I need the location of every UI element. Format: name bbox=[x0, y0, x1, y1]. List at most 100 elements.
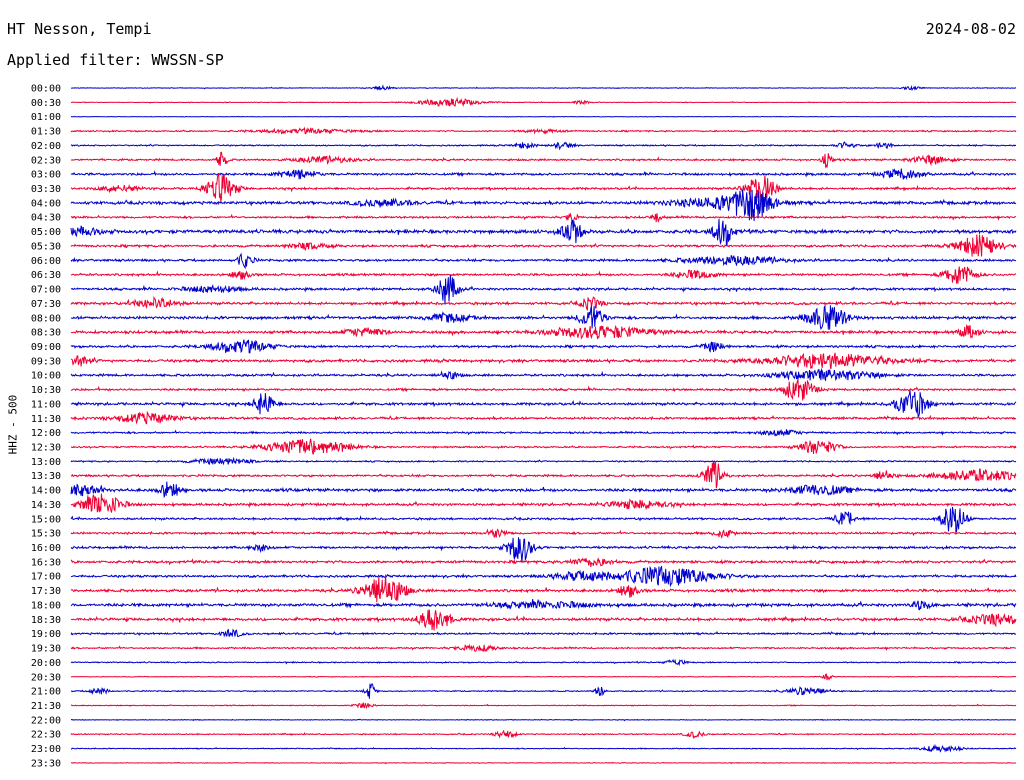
trace-2230 bbox=[70, 729, 1017, 740]
trace-1200 bbox=[70, 429, 1017, 437]
trace-1830 bbox=[70, 609, 1017, 631]
trace-1600 bbox=[70, 537, 1017, 563]
time-label-1430: 14:30 bbox=[31, 500, 61, 511]
trace-0000 bbox=[70, 84, 1017, 91]
trace-0330 bbox=[70, 173, 1017, 202]
trace-0700 bbox=[70, 274, 1017, 305]
trace-2000 bbox=[70, 658, 1017, 667]
time-label-1330: 13:30 bbox=[31, 471, 61, 482]
time-label-0230: 02:30 bbox=[31, 155, 61, 166]
trace-1800 bbox=[70, 598, 1017, 611]
trace-group bbox=[70, 84, 1017, 765]
time-label-1200: 12:00 bbox=[31, 428, 61, 439]
time-label-2300: 23:00 bbox=[31, 744, 61, 755]
trace-1230 bbox=[70, 438, 1017, 455]
time-label-0400: 04:00 bbox=[31, 198, 61, 209]
trace-1130 bbox=[70, 410, 1017, 425]
time-label-2130: 21:30 bbox=[31, 701, 61, 712]
trace-1030 bbox=[70, 379, 1017, 401]
time-label-2330: 23:30 bbox=[31, 758, 61, 769]
trace-1930 bbox=[70, 643, 1017, 653]
time-label-0900: 09:00 bbox=[31, 342, 61, 353]
trace-0200 bbox=[70, 141, 1017, 151]
trace-0830 bbox=[70, 323, 1017, 340]
trace-0500 bbox=[70, 218, 1017, 246]
time-label-0130: 01:30 bbox=[31, 127, 61, 138]
time-label-0200: 02:00 bbox=[31, 141, 61, 152]
time-label-1630: 16:30 bbox=[31, 557, 61, 568]
trace-1430 bbox=[70, 493, 1017, 513]
time-label-0030: 00:30 bbox=[31, 98, 61, 109]
time-label-1800: 18:00 bbox=[31, 600, 61, 611]
trace-0130 bbox=[70, 126, 1017, 135]
trace-2200 bbox=[70, 718, 1017, 722]
trace-0600 bbox=[70, 252, 1017, 270]
time-label-1300: 13:00 bbox=[31, 457, 61, 468]
time-label-1130: 11:30 bbox=[31, 414, 61, 425]
time-label-1830: 18:30 bbox=[31, 615, 61, 626]
time-label-1100: 11:00 bbox=[31, 399, 61, 410]
trace-0230 bbox=[70, 151, 1017, 169]
trace-1700 bbox=[70, 565, 1017, 588]
trace-1000 bbox=[70, 367, 1017, 382]
time-label-1530: 15:30 bbox=[31, 529, 61, 540]
time-label-2100: 21:00 bbox=[31, 687, 61, 698]
time-labels: 00:00 00:30 01:00 01:30 02:00 02:30 03:00 03:30… bbox=[31, 84, 61, 770]
trace-2130 bbox=[70, 702, 1017, 710]
time-label-1700: 17:00 bbox=[31, 572, 61, 583]
trace-1500 bbox=[70, 506, 1017, 534]
time-label-2000: 20:00 bbox=[31, 658, 61, 669]
trace-1630 bbox=[70, 557, 1017, 568]
trace-1300 bbox=[70, 456, 1017, 466]
time-label-1730: 17:30 bbox=[31, 586, 61, 597]
time-label-0930: 09:30 bbox=[31, 356, 61, 367]
time-label-1400: 14:00 bbox=[31, 486, 61, 497]
time-label-1500: 15:00 bbox=[31, 514, 61, 525]
time-label-1030: 10:30 bbox=[31, 385, 61, 396]
trace-1100 bbox=[70, 390, 1017, 418]
time-label-2030: 20:30 bbox=[31, 672, 61, 683]
time-label-0330: 03:30 bbox=[31, 184, 61, 195]
trace-1900 bbox=[70, 628, 1017, 638]
time-label-1930: 19:30 bbox=[31, 644, 61, 655]
trace-0900 bbox=[70, 339, 1017, 354]
trace-1400 bbox=[70, 481, 1017, 498]
time-label-0430: 04:30 bbox=[31, 213, 61, 224]
trace-0930 bbox=[70, 352, 1017, 370]
time-label-0830: 08:30 bbox=[31, 328, 61, 339]
trace-0100 bbox=[70, 115, 1017, 118]
filter-label: Applied filter: WWSSN-SP bbox=[7, 51, 224, 69]
trace-1530 bbox=[70, 528, 1017, 540]
time-label-0530: 05:30 bbox=[31, 241, 61, 252]
time-label-0100: 01:00 bbox=[31, 112, 61, 123]
time-label-0300: 03:00 bbox=[31, 170, 61, 181]
time-label-1900: 19:00 bbox=[31, 629, 61, 640]
trace-0730 bbox=[70, 295, 1017, 312]
time-label-0730: 07:30 bbox=[31, 299, 61, 310]
time-label-0600: 06:00 bbox=[31, 256, 61, 267]
time-label-2230: 22:30 bbox=[31, 730, 61, 741]
time-label-0500: 05:00 bbox=[31, 227, 61, 238]
time-label-2200: 22:00 bbox=[31, 715, 61, 726]
trace-2030 bbox=[70, 673, 1017, 681]
time-label-0630: 06:30 bbox=[31, 270, 61, 281]
station-title: HT Nesson, Tempi bbox=[7, 20, 152, 38]
trace-0530 bbox=[70, 234, 1017, 257]
trace-2100 bbox=[70, 683, 1017, 699]
trace-0630 bbox=[70, 266, 1017, 284]
record-date: 2024-08-02 bbox=[925, 20, 1016, 38]
time-label-1000: 10:00 bbox=[31, 371, 61, 382]
trace-0400 bbox=[70, 189, 1017, 222]
trace-2330 bbox=[70, 761, 1017, 765]
time-label-0800: 08:00 bbox=[31, 313, 61, 324]
time-label-1600: 16:00 bbox=[31, 543, 61, 554]
trace-0030 bbox=[70, 96, 1017, 108]
trace-1330 bbox=[70, 461, 1017, 489]
trace-1730 bbox=[70, 574, 1017, 603]
time-label-0000: 00:00 bbox=[31, 84, 61, 95]
time-label-1230: 12:30 bbox=[31, 443, 61, 454]
trace-2300 bbox=[70, 743, 1017, 753]
time-label-0700: 07:00 bbox=[31, 285, 61, 296]
trace-0430 bbox=[70, 212, 1017, 223]
